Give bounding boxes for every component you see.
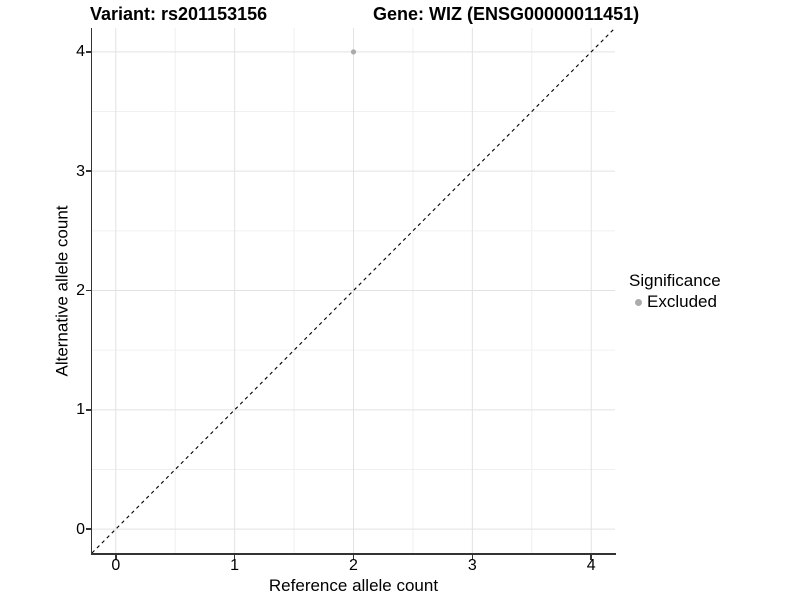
- y-axis-title-text: Alternative allele count: [53, 204, 73, 377]
- y-tick-mark: [86, 409, 91, 411]
- y-axis-line: [90, 28, 92, 555]
- x-tick-mark: [471, 555, 474, 560]
- x-axis-line: [90, 553, 616, 555]
- y-tick-mark: [86, 51, 91, 53]
- y-tick-label: 4: [76, 43, 85, 61]
- x-tick-mark: [115, 555, 117, 560]
- x-tick-mark: [233, 555, 236, 560]
- y-tick-label: 2: [76, 282, 85, 299]
- legend-item-excluded: Excluded: [629, 292, 721, 312]
- y-tick-mark: [86, 528, 91, 530]
- plot-canvas: [91, 27, 616, 554]
- legend: Significance Excluded: [629, 271, 721, 312]
- x-axis-title: Reference allele count: [268, 576, 439, 595]
- legend-title: Significance: [629, 271, 721, 290]
- x-tick-label: 4: [586, 557, 596, 574]
- x-tick-label: 1: [230, 557, 240, 574]
- x-tick-label: 0: [111, 557, 121, 574]
- legend-point-icon: [635, 298, 642, 306]
- plot-title-variant: Variant: rs201153156: [90, 4, 268, 24]
- x-tick-label: 2: [349, 557, 358, 574]
- x-tick-label: 3: [467, 557, 477, 574]
- plot-title-gene: Gene: WIZ (ENSG00000011451): [373, 4, 640, 24]
- x-tick-mark: [590, 555, 592, 560]
- y-tick-mark: [86, 289, 91, 292]
- legend-item-label: Excluded: [647, 292, 717, 311]
- plot-panel: [91, 27, 616, 554]
- y-tick-mark: [86, 170, 91, 172]
- y-tick-label: 1: [76, 401, 85, 419]
- y-tick-label: 0: [76, 520, 85, 538]
- identity-reference-line: [91, 27, 616, 554]
- data-point: [350, 49, 357, 55]
- y-axis-title: Alternative allele count: [48, 28, 78, 553]
- x-tick-mark: [352, 555, 355, 560]
- y-tick-label: 3: [76, 162, 85, 180]
